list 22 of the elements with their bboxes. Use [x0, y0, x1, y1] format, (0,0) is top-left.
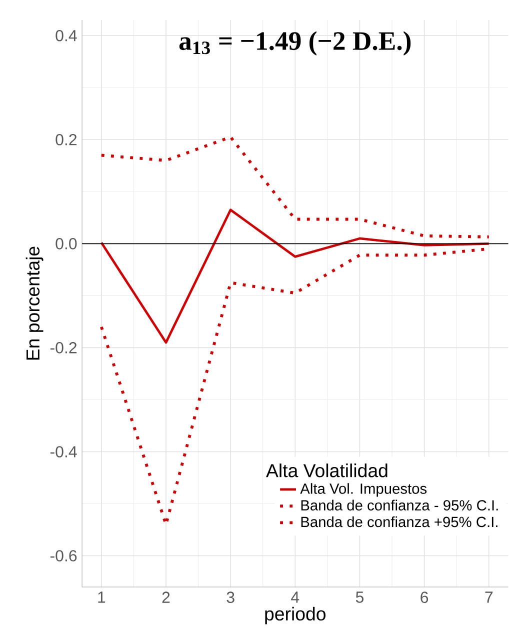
y-tick-label: -0.6: [50, 550, 77, 562]
legend-label: Alta Vol. Impuestos: [300, 483, 427, 497]
x-tick-label: 4: [291, 592, 300, 603]
y-tick-label: -0.4: [50, 446, 78, 458]
x-tick-label: 2: [162, 592, 170, 603]
line-series: [100, 208, 490, 344]
y-tick-label: 0.4: [56, 30, 78, 42]
y-axis-title: En porcentaje: [26, 246, 44, 360]
legend-label: Banda de confianza - 95% C.I.: [302, 500, 498, 511]
y-tick-label: 0.2: [56, 134, 77, 146]
line-series: [100, 136, 491, 238]
x-tick-label: 6: [420, 592, 428, 603]
chart-title: a$_{13}$ = −1.49 (−2 D.E.): [180, 31, 411, 56]
x-axis-title: periodo: [265, 606, 326, 624]
x-tick-label: 7: [485, 592, 493, 603]
x-tick-label: 1: [98, 592, 106, 603]
x-tick-label: 3: [226, 592, 234, 603]
y-tick-label: 0.0: [56, 238, 77, 250]
x-tick-label: 5: [356, 592, 364, 603]
y-tick-label: -0.2: [50, 342, 77, 354]
legend-label: Banda de confianza +95% C.I.: [302, 516, 498, 528]
legend-title: Alta Volatilidad: [266, 464, 388, 478]
